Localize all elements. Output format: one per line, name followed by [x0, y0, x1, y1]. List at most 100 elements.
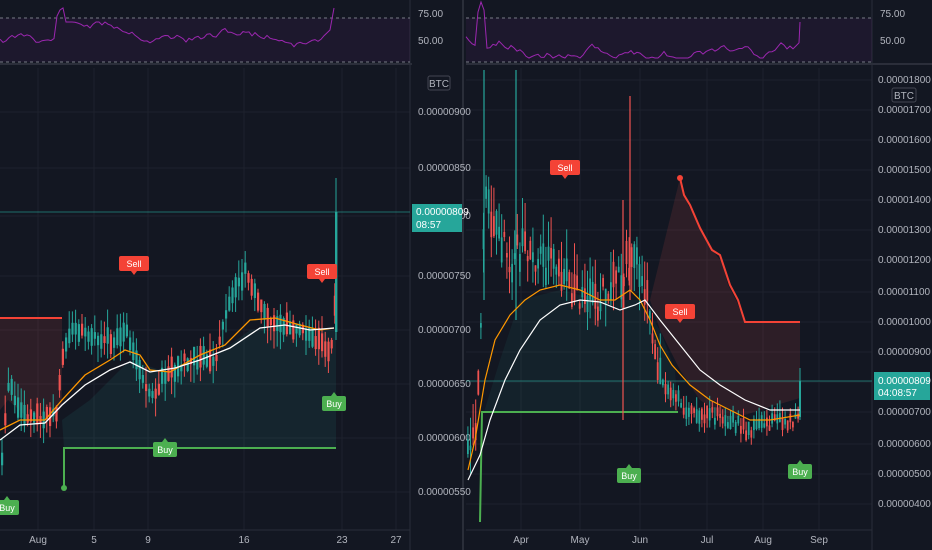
candle-body	[257, 292, 260, 311]
time-tick-label: Jul	[701, 535, 714, 546]
candle-body	[547, 246, 550, 261]
candle-body	[675, 394, 677, 402]
candle-body	[20, 402, 23, 418]
candle-body	[113, 337, 116, 348]
candle-body	[654, 344, 656, 360]
signal-buy-label: Buy	[326, 399, 342, 409]
candle-body	[594, 283, 597, 309]
candle-body	[797, 413, 799, 419]
last-price-badge	[874, 372, 930, 400]
candle-body	[677, 390, 680, 402]
candle-body	[667, 384, 669, 395]
price-tick-label: 0.00000650	[418, 379, 471, 390]
candle-body	[52, 408, 55, 417]
candle-body	[10, 378, 13, 395]
candle-body	[591, 281, 594, 304]
candle-body	[234, 277, 237, 298]
candle-body	[610, 282, 612, 300]
time-tick-label: Jun	[632, 535, 648, 546]
candle-body	[311, 328, 314, 347]
candle-body	[537, 258, 539, 269]
rsi-tick-label: 50.00	[418, 36, 443, 47]
rsi-line	[465, 0, 801, 59]
candle-body	[68, 328, 71, 344]
candle-body	[327, 341, 330, 362]
candle-body	[125, 324, 128, 337]
time-tick-label: 9	[145, 535, 151, 546]
currency-label: BTC	[894, 91, 914, 102]
candle-body	[151, 391, 154, 398]
candle-body	[706, 405, 708, 419]
candle-body	[734, 421, 737, 434]
signal-pointer	[562, 175, 568, 179]
signal-pointer	[331, 392, 337, 396]
candle-body	[568, 272, 571, 289]
candle-body	[721, 416, 724, 424]
price-tick-label: 0.00001000	[878, 317, 931, 328]
candle-body	[662, 379, 664, 386]
price-tick-label: 0.00001200	[878, 255, 931, 266]
candle-body	[646, 280, 649, 301]
candle-body	[729, 415, 732, 429]
signal-sell-label: Sell	[557, 163, 572, 173]
time-tick-label: Apr	[513, 535, 529, 546]
candle-body	[77, 324, 80, 342]
ema-fast-line	[467, 284, 801, 471]
candle-body	[714, 417, 716, 425]
candle-body	[789, 413, 792, 423]
candle-body	[7, 382, 10, 391]
candle-body	[29, 409, 32, 422]
signal-sell-badge	[119, 256, 149, 271]
candle-body	[209, 349, 212, 372]
candle-body	[129, 337, 132, 351]
time-tick-label: Sep	[810, 535, 828, 546]
candle-body	[529, 240, 532, 260]
signal-sell-label: Sell	[126, 259, 141, 269]
candle-body	[651, 333, 654, 344]
candle-body	[193, 346, 196, 366]
time-tick-label: May	[571, 535, 590, 546]
candle-body	[719, 413, 721, 418]
candle-body	[628, 267, 630, 281]
candle-body	[55, 406, 58, 422]
candle-body	[781, 417, 784, 431]
candle-body	[333, 295, 336, 316]
candle-body	[36, 403, 39, 425]
candle-body	[205, 354, 208, 367]
price-tick-label: 0.00000550	[418, 487, 471, 498]
left-moving-averages	[0, 317, 335, 441]
candle-body	[103, 336, 106, 343]
candle-body	[212, 356, 215, 366]
candle-body	[607, 293, 610, 300]
signal-pointer	[626, 464, 632, 468]
right-time-axis: Apr May Jun Jul Aug Sep	[513, 535, 828, 546]
candle-body	[61, 348, 64, 365]
sell-stop-area	[650, 178, 800, 420]
candle-body	[237, 277, 240, 287]
price-tick-label: 0.00001700	[878, 105, 931, 116]
candle-body	[664, 384, 667, 395]
buy-stop-line	[479, 411, 678, 523]
candle-body	[669, 387, 672, 401]
candle-body	[656, 362, 659, 380]
countdown-value: 04:08:57	[878, 388, 917, 399]
candle-body	[742, 418, 745, 430]
candle-body	[97, 335, 100, 346]
candle-body	[330, 339, 333, 349]
price-tick-label: 0.00000600	[418, 433, 471, 444]
candle-body	[81, 323, 84, 336]
candle-body	[753, 418, 755, 431]
candle-body	[285, 312, 288, 335]
candle-body	[65, 337, 68, 352]
candle-body	[584, 288, 586, 304]
candle-body	[711, 407, 714, 413]
signal-pointer	[677, 319, 683, 323]
candle-body	[750, 430, 753, 438]
candle-body	[132, 342, 135, 361]
candle-body	[597, 306, 599, 321]
price-tick-label: 0.00001300	[878, 225, 931, 236]
candle-body	[161, 367, 164, 384]
signal-buy-badge	[153, 442, 177, 457]
signal-buy-label: Buy	[621, 471, 637, 481]
